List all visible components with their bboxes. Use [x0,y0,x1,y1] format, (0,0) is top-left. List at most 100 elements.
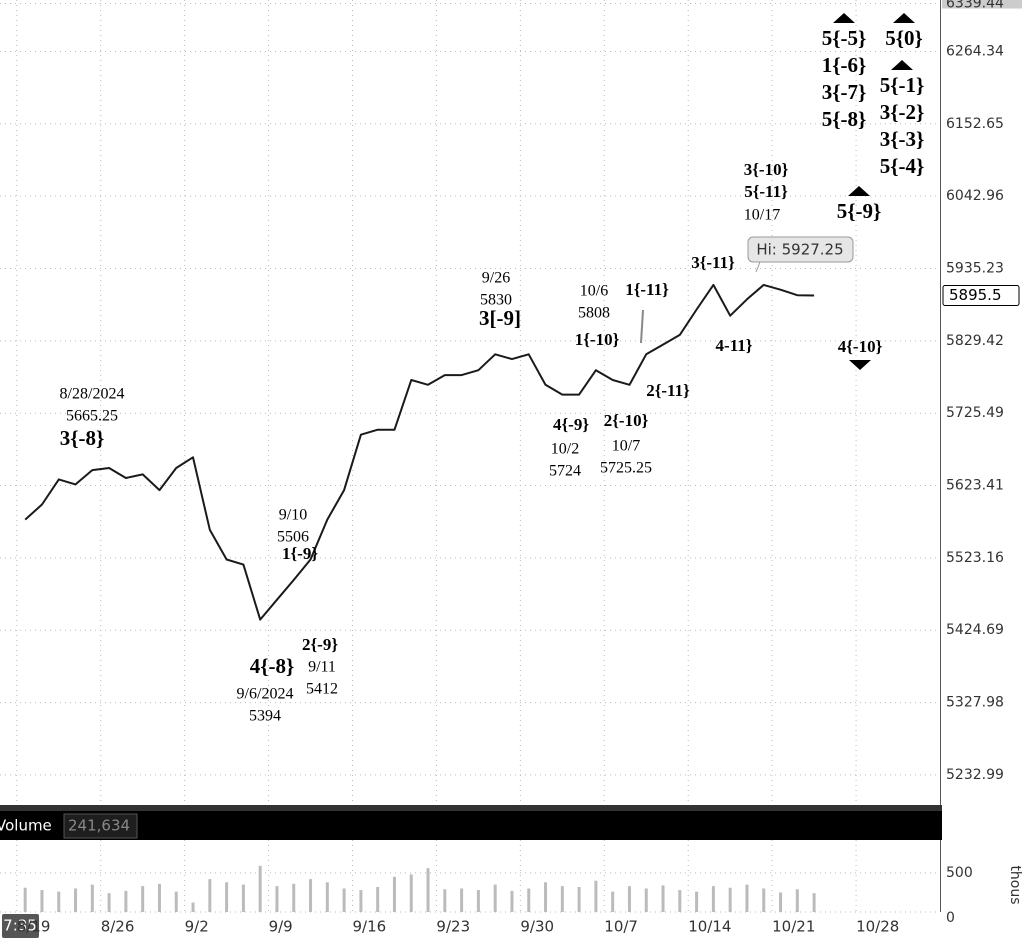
annotation: 2{-11} [646,381,690,400]
volume-bar [779,892,783,912]
volume-bar [292,883,296,912]
volume-bar [510,890,514,912]
volume-bar [728,887,732,912]
annotation: 9/10 [279,507,307,524]
y-tick-label: 5327.98 [946,695,1004,711]
annotation: 5{-1} [880,73,925,97]
annotation: 5724 [549,463,581,480]
up-triangle [891,60,913,70]
price-line [24,283,815,621]
annotation: 5{-4} [880,154,925,178]
volume-bar [57,891,61,912]
annotation: 4-11} [716,336,753,355]
annotation: 9/11 [308,659,336,676]
volume-bar [157,883,161,912]
volume-bar [527,888,531,912]
annotation: 4{-9} [553,415,589,434]
volume-value-box [63,813,138,839]
annotation: 5{-11} [744,182,788,201]
annotation: 3[-9] [479,306,521,330]
x-tick-label: 10/14 [688,918,731,936]
annotation: 5394 [249,708,281,725]
volume-bar [644,888,648,912]
volume-bar [627,886,631,912]
y-tick-label: 5232.99 [946,767,1004,783]
volume-unit: thous [1007,865,1023,904]
annotation: 9/26 [482,270,510,287]
annotation: 5725.25 [600,460,652,477]
volume-bar [695,891,699,912]
annotation: 5808 [578,305,610,322]
volume-header [0,811,942,840]
annotation: 4{-10} [838,337,883,356]
x-tick-label: 9/23 [436,918,470,936]
volume-bar [325,882,329,912]
annotation: 10/7 [612,438,640,455]
y-tick-label: 6264.34 [946,43,1004,59]
up-triangle [893,13,915,23]
annotation: 3{-10} [744,160,789,179]
annotation: 9/6/2024 [237,686,294,703]
y-tick-label: 0 [946,910,955,926]
volume-bar [90,884,94,912]
y-tick-label: 6152.65 [946,116,1004,132]
annotation: 10/2 [551,441,579,458]
volume-bar [678,890,682,912]
up-triangle [833,13,855,23]
volume-bar [762,888,766,912]
volume-bar [661,885,665,912]
annotation: 4{-8} [250,654,295,678]
tick-label-box [942,0,1022,9]
x-tick-label: 9/30 [520,918,554,936]
annotation: 5{-9} [837,199,882,223]
annotation: 2{-9} [302,635,338,654]
y-tick-label: 5725.49 [946,405,1004,421]
annotation: 3{-3} [880,127,925,151]
annotation: 1{-11} [625,280,669,299]
annotation: 1{-9} [282,544,318,563]
volume-bar [476,890,480,912]
annotation: 5665.25 [66,408,118,425]
annotation: 1{-6} [822,53,867,77]
annotation: 3{-2} [880,100,925,124]
volume-bar [342,888,346,912]
volume-bar [711,886,715,912]
volume-bar [124,890,128,912]
volume-bar [795,889,799,912]
volume-bar [174,891,178,912]
volume-bar [544,882,548,912]
annotation: 5412 [306,681,338,698]
annotation: 8/28/2024 [60,386,125,403]
annotation: 5{-8} [822,107,867,131]
volume-bar [23,887,27,912]
volume-bar [275,886,279,912]
panel-divider [0,805,942,811]
annotation: 1{-10} [575,330,620,349]
volume-bar [611,891,615,912]
volume-bar [577,886,581,912]
volume-bar [594,880,598,912]
x-tick-label: 9/16 [353,918,387,936]
y-tick-label: 5424.69 [946,622,1004,638]
volume-bar [493,884,497,912]
annotation: 10/6 [580,283,608,300]
volume-bar [560,886,564,912]
x-tick-label: 9/9 [269,918,293,936]
volume-bar [376,886,380,912]
x-tick-label: 8/26 [101,918,135,936]
up-triangle [848,186,870,196]
y-tick-label: 6339.44 [946,0,1004,12]
annotation: 5{-5} [822,26,867,50]
volume-bar [392,876,396,912]
annotation: 5830 [480,292,512,309]
hi-label: Hi: 5927.25 [756,241,843,259]
last-price-box [942,285,1020,307]
y-tick-label: 5829.42 [946,333,1004,349]
volume-bar [309,879,313,912]
annotation: 3{-7} [822,80,867,104]
volume-bar [745,884,749,912]
x-tick-label: 10/28 [856,918,899,936]
volume-bar [443,889,447,912]
